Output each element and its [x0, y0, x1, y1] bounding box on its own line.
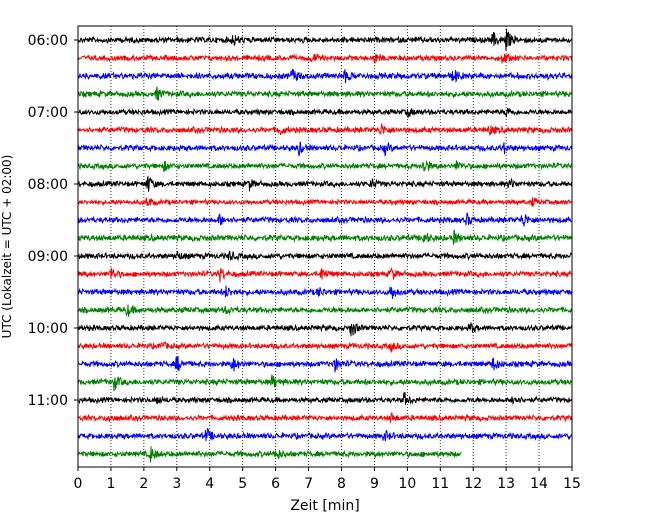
- trace-row-0830: [77, 212, 573, 227]
- x-tick-label: 3: [172, 476, 181, 492]
- trace-row-1130: [77, 428, 573, 442]
- x-tick-label: 4: [205, 476, 214, 492]
- seismic-traces: [77, 28, 573, 463]
- trace-row-1045: [77, 374, 573, 392]
- trace-row-0745: [77, 159, 573, 173]
- x-tick-label: 10: [398, 476, 416, 492]
- x-tick-label: 13: [497, 476, 515, 492]
- trace-row-1000: [77, 321, 573, 337]
- y-axis-label: UTC (Lokalzeit = UTC + 02:00): [0, 155, 14, 339]
- trace-row-1115: [77, 412, 573, 424]
- trace-row-0645: [77, 86, 573, 101]
- trace-row-0815: [77, 197, 573, 208]
- x-tick-label: 5: [238, 476, 247, 492]
- trace-row-0700: [77, 107, 573, 118]
- trace-row-0715: [77, 123, 573, 136]
- x-axis-ticks: 0 1 2 3 4 5 6 7 8 9 10 11 12 13 14 15: [74, 467, 581, 492]
- y-tick-label: 10:00: [28, 321, 68, 337]
- x-tick-label: 2: [139, 476, 148, 492]
- x-tick-label: 0: [74, 476, 83, 492]
- x-tick-label: 1: [106, 476, 115, 492]
- y-tick-label: 11:00: [28, 393, 68, 409]
- trace-row-0945: [77, 304, 573, 317]
- trace-row-1015: [77, 341, 573, 353]
- trace-row-1145: [77, 446, 462, 463]
- x-tick-label: 7: [304, 476, 313, 492]
- trace-row-0845: [77, 229, 573, 245]
- trace-row-0630: [77, 69, 573, 84]
- trace-row-1100: [77, 392, 573, 406]
- x-tick-label: 15: [563, 476, 581, 492]
- y-tick-label: 07:00: [28, 105, 68, 121]
- trace-row-0915: [77, 267, 573, 283]
- x-tick-label: 11: [431, 476, 449, 492]
- trace-row-0730: [77, 141, 573, 157]
- x-tick-label: 12: [464, 476, 482, 492]
- x-axis-label: Zeit [min]: [290, 498, 359, 514]
- x-tick-label: 14: [530, 476, 548, 492]
- trace-row-0800: [77, 175, 573, 192]
- x-tick-label: 6: [271, 476, 280, 492]
- trace-row-0930: [77, 285, 573, 299]
- x-tick-label: 8: [337, 476, 346, 492]
- y-tick-label: 06:00: [28, 33, 68, 49]
- plot-area-frame: [77, 25, 573, 468]
- y-tick-label: 09:00: [28, 249, 68, 265]
- trace-row-0900: [77, 250, 573, 262]
- y-tick-label: 08:00: [28, 177, 68, 193]
- trace-row-1030: [77, 356, 572, 373]
- y-axis-ticks: 06:00 07:00 08:00 09:00 10:00 11:00: [28, 33, 78, 409]
- x-tick-label: 9: [370, 476, 379, 492]
- trace-row-0600: [77, 28, 573, 52]
- trace-row-0615: [77, 53, 573, 64]
